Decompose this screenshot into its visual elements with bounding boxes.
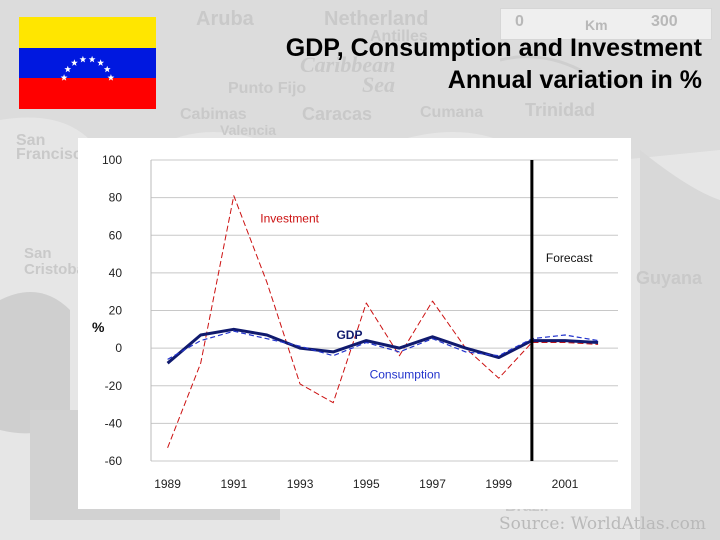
y-tick-label: 20 [109,304,123,318]
x-tick-label: 1999 [485,477,512,491]
source-caption: Source: WorldAtlas.com [498,514,706,534]
series-line-investment [167,195,599,448]
scale-start: 0 [515,13,524,30]
map-label-antilles: Antilles [370,28,428,45]
slide-subtitle: Annual variation in % [447,66,702,94]
map-label-punto-fijo: Punto Fijo [228,80,307,97]
map-label-san-francisco: San Francisco [16,132,92,163]
slide-title: GDP, Consumption and Investment [285,34,702,62]
x-tick-label: 1991 [220,477,247,491]
map-label-aruba: Aruba [196,8,254,30]
map-label-caracas: Caracas [302,104,373,124]
flag-star-icon [103,65,111,73]
flag-star-icon [107,74,115,81]
forecast-label: Forecast [546,251,593,265]
map-label-caribbean: Caribbean [300,52,396,77]
y-tick-label: 100 [102,153,122,167]
y-tick-label: -60 [105,454,123,468]
flag-stripe-red [19,78,156,109]
flag-star-icon [88,55,96,63]
flag-star-icon [64,65,72,73]
y-tick-label: 40 [109,266,123,280]
map-label-cumana: Cumana [420,104,484,121]
map-label-sea: Sea [362,72,395,97]
x-tick-label: 1997 [419,477,446,491]
x-tick-label: 1989 [154,477,181,491]
y-tick-label: -20 [105,379,123,393]
map-label-guyana: Guyana [636,268,703,288]
line-chart: 100 80 60 40 20 0 -20 -40 -60 1989 1991 1993 1995 199… [92,153,618,491]
flag-stripe-blue [19,47,156,79]
y-tick-label: 60 [109,228,123,242]
series-line-consumption [167,330,599,360]
flag-stripe-yellow [19,17,156,48]
flag-star-icon [70,59,78,66]
y-axis-label: % [92,319,105,335]
map-scale: 0 Km 300 [500,8,712,40]
x-tick-label: 2001 [552,477,579,491]
map-label-trinidad: Trinidad [525,100,596,120]
chart-panel: 100 80 60 40 20 0 -20 -40 -60 1989 1991 1993 1995 199… [78,138,631,509]
y-tick-label: 0 [115,341,122,355]
x-tick-label: 1993 [287,477,314,491]
map-label-netherland: Netherland [324,8,429,30]
x-tick-label: 1995 [353,477,380,491]
scale-end: 300 [651,13,678,30]
series-label-gdp: GDP [336,328,362,342]
map-label-valencia: Valencia [220,122,277,138]
y-tick-label: 80 [109,191,123,205]
scale-unit: Km [585,17,608,33]
flag-star-icon [79,55,87,63]
y-tick-label: -40 [105,416,123,430]
flag-star-icon [60,74,68,81]
venezuela-flag [19,17,156,109]
map-label-cabimas: Cabimas [180,106,247,123]
series-line-gdp [166,327,599,365]
series-label-consumption: Consumption [370,367,441,381]
flag-star-icon [97,59,105,66]
flag-stars-icon [60,55,115,81]
series-label-investment: Investment [260,211,319,225]
map-label-san-cristobal: San Cristobal [24,245,90,278]
